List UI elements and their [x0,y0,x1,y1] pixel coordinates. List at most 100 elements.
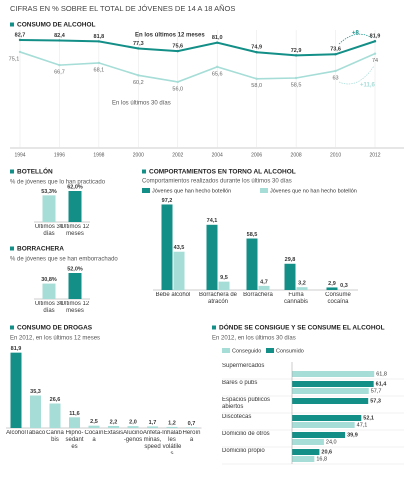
data-label: 26,6 [50,397,61,403]
line-series [19,51,376,83]
category-label-box: Inhalables volátiles [162,430,182,454]
data-label: 2,2 [110,419,118,425]
data-label: 60,2 [133,80,144,86]
data-label: 62,0% [67,184,83,190]
category-label: Domicilio de otros [222,431,270,437]
legend-swatch [222,348,230,353]
data-label: 82,7 [15,32,26,38]
bar [292,388,369,394]
bar [68,273,82,299]
page-title: CIFRAS EN % SOBRE EL TOTAL DE JÓVENES DE… [10,4,235,13]
point [255,77,258,80]
data-label: 97,2 [162,198,173,204]
data-label: 20,6 [321,450,332,456]
data-label: 61,4 [376,382,388,388]
bar [10,352,22,428]
data-label: 63 [332,75,338,81]
category-label: Supermercados [222,363,265,369]
category-label: Heroína [182,430,201,443]
category-label: Tabaco [25,430,46,436]
data-label: 11,6 [69,411,79,417]
annotation-arc [338,33,373,45]
x-tick-label: 2002 [172,152,183,158]
section-subtitle: % de jóvenes que se han emborrachado [10,257,118,263]
section-subtitle: En 2012, en los últimos 30 días [212,336,296,342]
category-label-box: Borrachera de atracón [199,292,237,305]
legend-swatch [142,188,150,193]
data-label: 56,0 [172,86,183,92]
bar [292,439,324,445]
category-label: Fuma cannabis [283,292,309,305]
category-label-box: Últimos 30 días [34,224,64,237]
bar [292,398,369,404]
data-label: 72,9 [291,48,302,54]
point [373,52,377,55]
data-label: 2,9 [328,281,336,287]
section-subtitle: % de jóvenes que lo han practicado [10,180,106,186]
category-label-box: Heroína [182,430,201,443]
data-label: 57,7 [371,389,382,395]
category-label: Últimos 30 días [34,224,64,237]
category-label-box: Bares o pubs [222,380,257,386]
data-label: 74,9 [251,45,262,51]
data-label: 24,0 [326,440,337,446]
data-label: 9,5 [220,275,228,281]
category-label: Hipno-sedantes [65,430,84,450]
point [216,41,219,44]
data-label: 58,5 [291,82,302,88]
bar [206,224,218,290]
section-title: BORRACHERA [17,246,64,253]
category-label: Últimos 12 meses [60,301,90,314]
data-label: 73,6 [330,47,341,53]
category-label: Inhalables volátiles [162,430,182,454]
series-label: En los últimos 12 meses [135,33,205,39]
header-marker [142,169,146,174]
point [255,51,258,54]
data-label: 30,8% [41,277,57,283]
category-label-box: Fuma cannabis [283,292,309,305]
data-label: 68,1 [94,67,105,73]
data-label: 0,3 [340,283,348,289]
legend-label: Conseguido [232,348,261,354]
data-label: 82,4 [54,33,66,39]
data-label: 2,5 [90,419,98,425]
data-label: 81,0 [212,35,223,41]
category-label: Alcohol [6,430,26,436]
category-label-box: Alcohol [6,430,26,436]
data-label: 35,3 [30,389,41,395]
category-label-box: Supermercados [222,363,265,369]
data-label: 74,1 [207,218,218,224]
data-label: 75,6 [172,44,183,50]
category-label: Éxtasis [103,430,124,436]
data-label: 61,8 [376,372,387,378]
data-label: 2,0 [129,420,137,426]
x-tick-label: 2010 [330,152,341,158]
annotation: +8 [352,31,360,37]
data-label: 3,2 [298,281,306,287]
category-label: Cannabis [46,430,64,443]
data-label: 53,3% [41,189,57,195]
bar [186,427,197,428]
x-tick-label: 1998 [93,152,104,158]
category-label-box: Domicilio propio [222,448,265,454]
category-label-box: Últimos 12 meses [61,224,89,237]
category-label-box: Últimos 12 meses [60,301,90,314]
bar [292,371,375,377]
category-label-box: Discotecas [222,414,251,420]
point [294,76,298,80]
point [334,69,337,73]
line-series [19,39,376,57]
category-label-box: Domicilio de otros [222,431,270,437]
data-label: 81,9 [11,346,22,352]
bar [292,432,346,438]
data-label: 52,0% [67,266,83,272]
point [97,40,101,43]
section-title: BOTELLÓN [17,167,53,176]
data-label: 58,5 [247,232,258,238]
category-label-box: Cocaína [84,430,103,443]
bar [147,426,158,428]
point [18,38,22,42]
category-label-box: Alucinó-genos [123,430,143,443]
section-subtitle: En 2012, en los últimos 12 meses [10,336,100,342]
